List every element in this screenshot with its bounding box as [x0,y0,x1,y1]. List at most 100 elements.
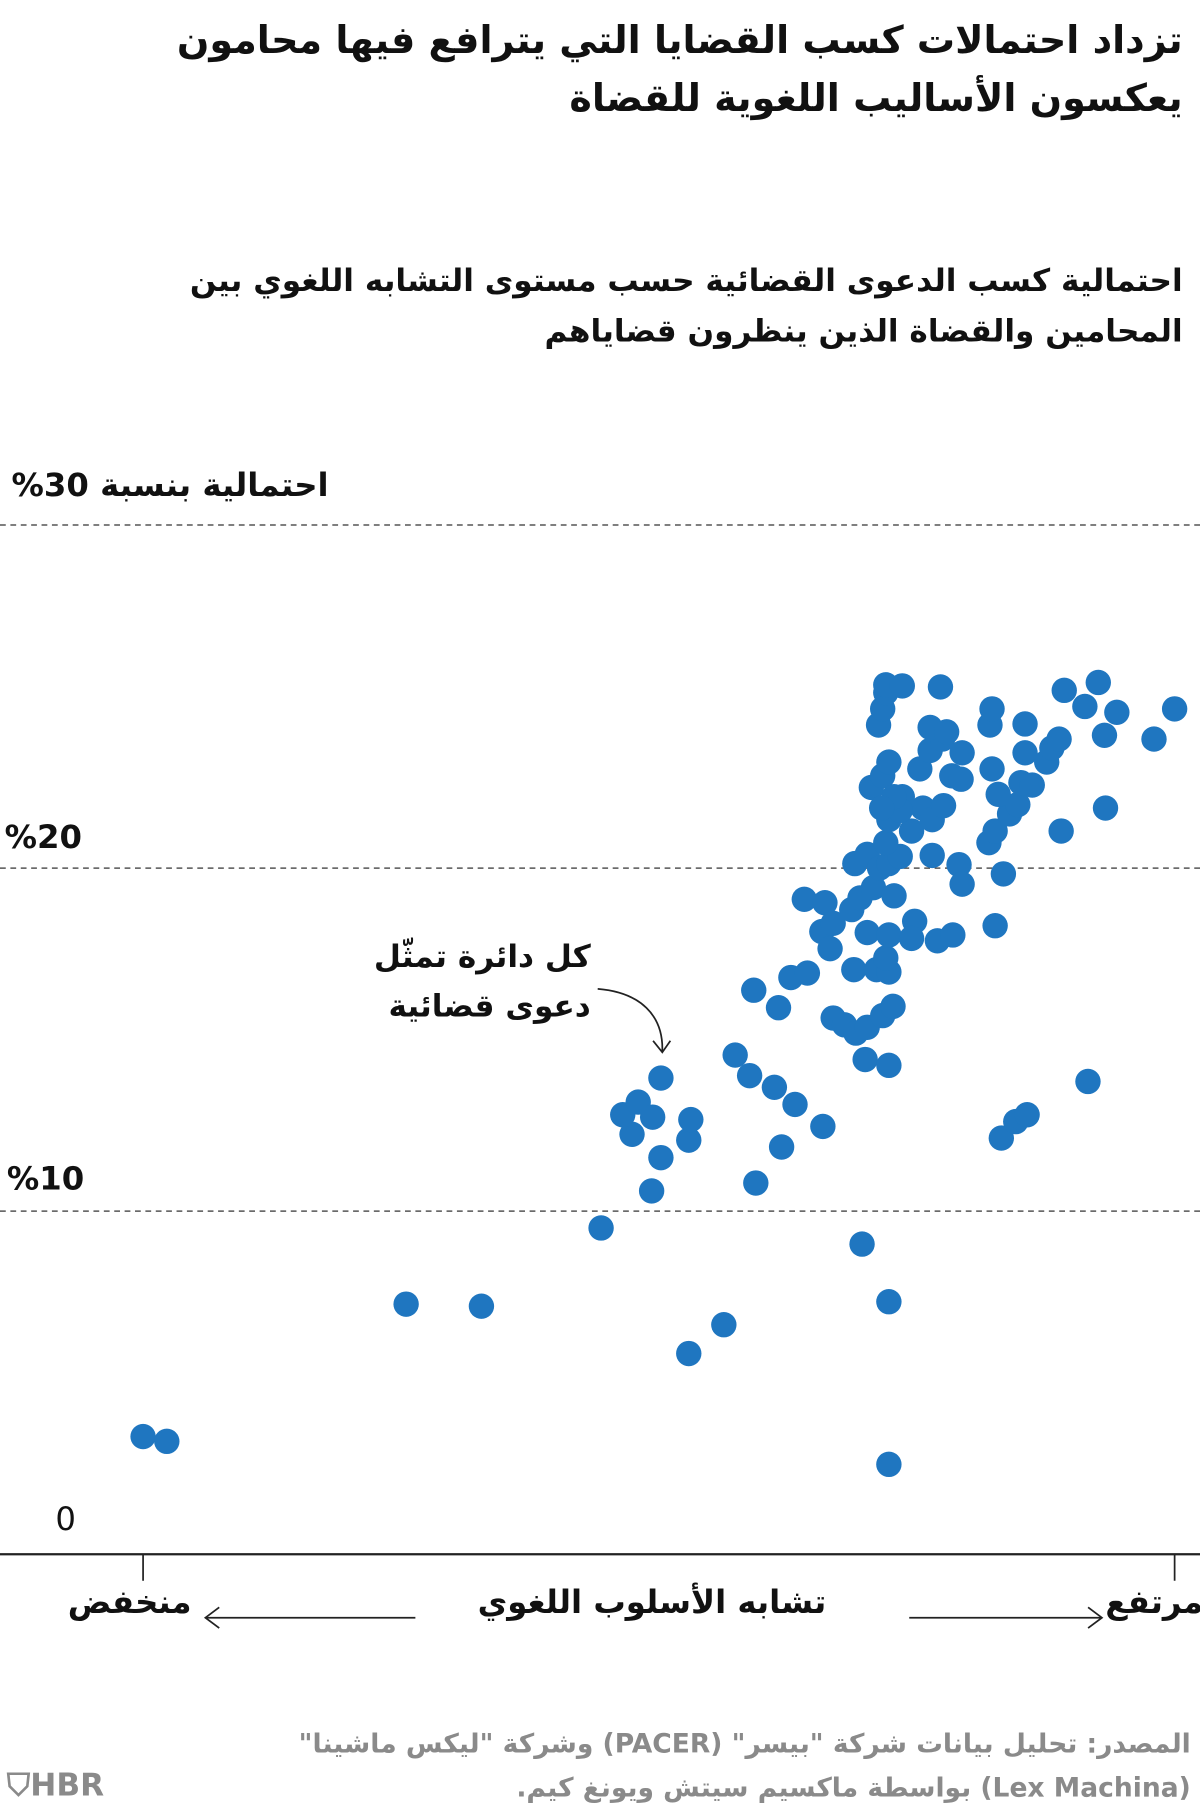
data-point [1005,791,1031,818]
data-point [841,956,867,983]
x-axis-label: تشابه الأسلوب اللغوي [477,1583,827,1622]
data-point [1091,722,1118,749]
chart-subtitle: احتمالية كسب الدعوى القضائية حسب مستوى ا… [189,263,1183,350]
data-point [988,1125,1015,1151]
data-point [639,1104,666,1130]
data-point [1075,1068,1101,1095]
data-point [678,1106,704,1133]
data-point [1072,693,1098,720]
data-point [880,993,906,1020]
shield-icon: ⛉ [6,1767,31,1804]
data-point [1012,740,1038,766]
data-point [761,1074,788,1100]
source-note: المصدر: تحليل بيانات شركة "بيسر" (PACER)… [299,1723,1191,1810]
data-point [868,795,895,821]
data-point [638,1178,665,1204]
data-point [588,1215,614,1241]
data-point [889,673,915,699]
data-point [948,766,974,792]
data-point [722,1042,748,1068]
data-point [736,1062,763,1089]
data-point [930,792,957,819]
data-point [949,740,975,766]
y-tick-label-0: 0 [55,1500,76,1539]
data-point [927,674,954,700]
data-point [817,936,843,962]
x-low-label: منخفض [67,1583,192,1622]
annotation-arrow [597,987,672,1054]
data-point [648,1144,674,1171]
data-point [1014,1102,1040,1128]
data-point [1085,669,1111,696]
logo-text: HBR [30,1767,105,1804]
source-line: (Lex Machina) بواسطة ماكسيم سيتش ويونغ ك… [516,1773,1191,1804]
data-point [873,945,899,971]
data-point [393,1291,419,1317]
data-point [979,696,1005,722]
data-point [154,1428,180,1455]
data-point [1046,726,1072,752]
data-point [982,818,1008,844]
data-point [979,756,1005,782]
data-point [876,922,902,948]
x-high-text: مرتفع [1105,1583,1200,1622]
data-point [876,1451,902,1478]
data-point [676,1340,702,1367]
data-point [933,719,960,745]
y-tick-label-20: %20 [4,818,82,857]
data-point [791,886,817,912]
data-point [898,925,925,952]
data-point [907,756,933,782]
arrow-right-icon [909,1606,1104,1629]
data-point [919,842,945,869]
arrow-left-icon [203,1606,416,1629]
data-point [782,1091,808,1118]
data-point [940,922,966,948]
data-point [648,1065,674,1091]
data-point [676,1127,702,1153]
data-point [876,1052,902,1079]
data-point [765,995,792,1021]
data-point [990,861,1017,887]
data-point [949,871,975,897]
hbr-logo: ⛉HBR [7,1768,104,1805]
data-point [1051,677,1077,704]
data-point [898,818,925,844]
data-point [873,829,899,856]
data-point [876,1289,902,1315]
data-point [852,1046,878,1073]
y-axis-label: احتمالية بنسبة 30% [11,466,329,505]
data-point [130,1423,156,1450]
annotation-line: كل دائرة تمثّل [373,939,591,976]
data-point [768,1134,795,1160]
chart-title: تزداد احتمالات كسب القضايا التي يترافع ف… [176,17,1183,121]
data-point [881,883,907,909]
data-point [810,1113,836,1140]
data-point [946,851,972,878]
data-point [1104,699,1130,726]
annotation-line: دعوى قضائية [388,988,591,1025]
data-point [619,1121,645,1148]
data-point [982,913,1008,939]
data-point [743,1170,769,1196]
data-point [794,960,821,986]
data-point [1019,772,1045,798]
source-line: المصدر: تحليل بيانات شركة "بيسر" (PACER)… [298,1729,1191,1760]
data-point [1048,818,1074,844]
data-point [812,890,838,916]
data-point [711,1312,737,1338]
data-point [1012,711,1038,737]
data-point [1092,795,1119,821]
data-point [820,910,846,937]
data-point [1161,696,1188,722]
data-point [854,919,880,946]
data-point [468,1293,495,1319]
data-point [985,781,1011,808]
data-point [741,977,767,1003]
x-high-label: مرتفع [1105,1583,1200,1621]
data-point [849,1231,875,1257]
y-tick-label-10: %10 [6,1159,85,1198]
annotation: كل دائرة تمثّل دعوى قضائية [374,932,591,1031]
